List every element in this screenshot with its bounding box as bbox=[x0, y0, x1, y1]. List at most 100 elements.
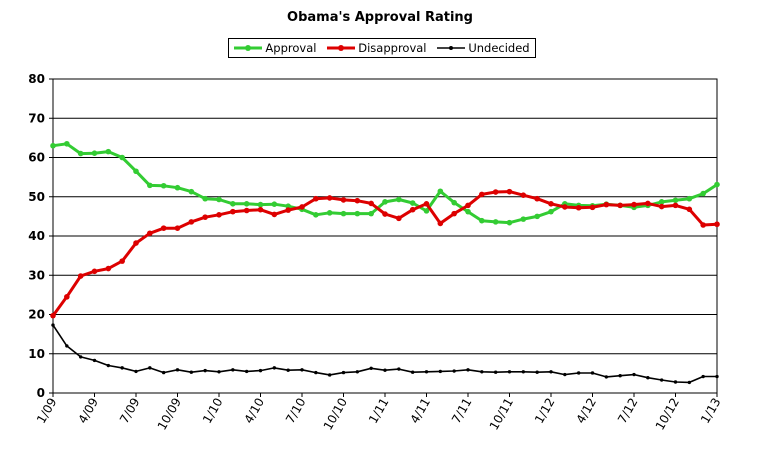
data-point-disapproval bbox=[77, 273, 84, 279]
data-point-disapproval bbox=[396, 215, 402, 222]
data-point-approval bbox=[492, 219, 499, 225]
data-point-approval bbox=[423, 208, 430, 214]
data-point-undecided bbox=[687, 380, 692, 385]
data-point-undecided bbox=[92, 358, 97, 363]
data-point-disapproval bbox=[451, 210, 457, 217]
data-point-undecided bbox=[244, 369, 249, 374]
data-point-undecided bbox=[383, 368, 387, 372]
data-point-disapproval bbox=[562, 204, 568, 210]
y-tick-label: 60 bbox=[28, 151, 45, 165]
data-point-disapproval bbox=[285, 207, 291, 213]
x-tick-label: 10/10 bbox=[321, 396, 350, 433]
x-tick-label: 1/09 bbox=[34, 396, 60, 426]
data-point-disapproval bbox=[243, 207, 250, 214]
data-point-approval bbox=[340, 210, 347, 217]
data-point-undecided bbox=[521, 370, 526, 374]
data-point-disapproval bbox=[50, 312, 56, 319]
data-point-approval bbox=[354, 210, 361, 217]
x-tick-label: 7/09 bbox=[117, 396, 143, 426]
data-point-undecided bbox=[300, 368, 304, 372]
data-point-undecided bbox=[175, 368, 180, 372]
data-point-undecided bbox=[715, 374, 719, 379]
data-point-approval bbox=[50, 142, 56, 149]
data-point-approval bbox=[396, 196, 402, 203]
data-point-disapproval bbox=[520, 192, 527, 198]
data-point-disapproval bbox=[658, 203, 665, 210]
data-point-undecided bbox=[134, 369, 138, 374]
data-point-undecided bbox=[189, 370, 194, 374]
data-point-undecided bbox=[410, 370, 415, 374]
x-tick-label: 7/11 bbox=[449, 396, 475, 426]
data-point-approval bbox=[188, 188, 195, 195]
data-point-approval bbox=[451, 199, 457, 206]
legend-label-undecided: Undecided bbox=[468, 41, 530, 55]
x-tick-label: 1/13 bbox=[698, 396, 724, 426]
data-point-undecided bbox=[452, 369, 456, 373]
data-point-disapproval bbox=[617, 202, 623, 209]
data-point-undecided bbox=[673, 380, 678, 384]
data-point-approval bbox=[64, 140, 70, 147]
data-point-disapproval bbox=[216, 212, 222, 218]
data-point-disapproval bbox=[465, 202, 471, 209]
x-tick-label: 4/10 bbox=[241, 396, 267, 426]
data-point-approval bbox=[368, 210, 374, 217]
data-point-undecided bbox=[646, 375, 650, 380]
data-point-disapproval bbox=[409, 206, 416, 213]
data-point-disapproval bbox=[534, 195, 540, 202]
data-point-undecided bbox=[632, 372, 636, 377]
data-point-approval bbox=[133, 168, 139, 175]
data-point-approval bbox=[285, 203, 291, 209]
data-point-approval bbox=[534, 213, 540, 220]
data-point-undecided bbox=[480, 370, 484, 374]
legend-swatch-undecided bbox=[437, 46, 466, 50]
data-point-undecided bbox=[161, 370, 166, 375]
data-point-disapproval bbox=[354, 197, 361, 204]
data-point-undecided bbox=[341, 370, 346, 375]
x-tick-label: 10/09 bbox=[155, 396, 184, 433]
data-point-undecided bbox=[314, 370, 318, 375]
x-tick-label: 4/09 bbox=[75, 396, 101, 426]
data-point-disapproval bbox=[506, 188, 513, 195]
data-point-undecided bbox=[203, 368, 207, 373]
data-point-disapproval bbox=[492, 189, 499, 195]
data-point-disapproval bbox=[479, 191, 485, 198]
data-point-undecided bbox=[106, 363, 111, 368]
data-point-undecided bbox=[507, 370, 512, 374]
data-point-disapproval bbox=[105, 265, 112, 272]
data-point-disapproval bbox=[202, 214, 208, 220]
x-tick-label: 4/11 bbox=[407, 396, 433, 426]
y-tick-label: 40 bbox=[28, 229, 45, 243]
x-tick-label: 10/11 bbox=[487, 396, 516, 433]
data-point-undecided bbox=[563, 372, 567, 377]
legend-item-undecided: Undecided bbox=[437, 41, 530, 55]
legend-swatch-approval bbox=[234, 45, 263, 51]
data-point-undecided bbox=[217, 370, 221, 374]
data-point-approval bbox=[437, 188, 444, 195]
data-point-undecided bbox=[369, 366, 373, 370]
data-point-disapproval bbox=[368, 200, 374, 207]
data-point-approval bbox=[658, 199, 665, 205]
data-point-undecided bbox=[576, 371, 581, 375]
x-tick-label: 1/10 bbox=[200, 396, 226, 426]
data-point-disapproval bbox=[299, 204, 305, 210]
data-point-approval bbox=[479, 217, 485, 224]
data-point-disapproval bbox=[548, 201, 554, 207]
data-point-approval bbox=[465, 208, 471, 215]
data-point-disapproval bbox=[603, 201, 610, 208]
data-point-disapproval bbox=[645, 200, 651, 207]
data-point-undecided bbox=[397, 367, 401, 371]
data-point-approval bbox=[174, 184, 181, 191]
data-point-approval bbox=[257, 201, 264, 208]
data-point-undecided bbox=[286, 368, 290, 372]
data-point-undecided bbox=[120, 366, 124, 370]
data-point-undecided bbox=[327, 373, 332, 377]
data-point-disapproval bbox=[188, 219, 195, 225]
data-point-undecided bbox=[231, 368, 235, 372]
data-point-approval bbox=[506, 219, 513, 226]
data-point-approval bbox=[202, 195, 208, 202]
data-point-disapproval bbox=[382, 211, 388, 217]
x-tick-label: 10/12 bbox=[653, 396, 682, 433]
data-point-approval bbox=[271, 201, 278, 208]
data-point-disapproval bbox=[257, 206, 264, 213]
data-point-undecided bbox=[424, 370, 429, 374]
